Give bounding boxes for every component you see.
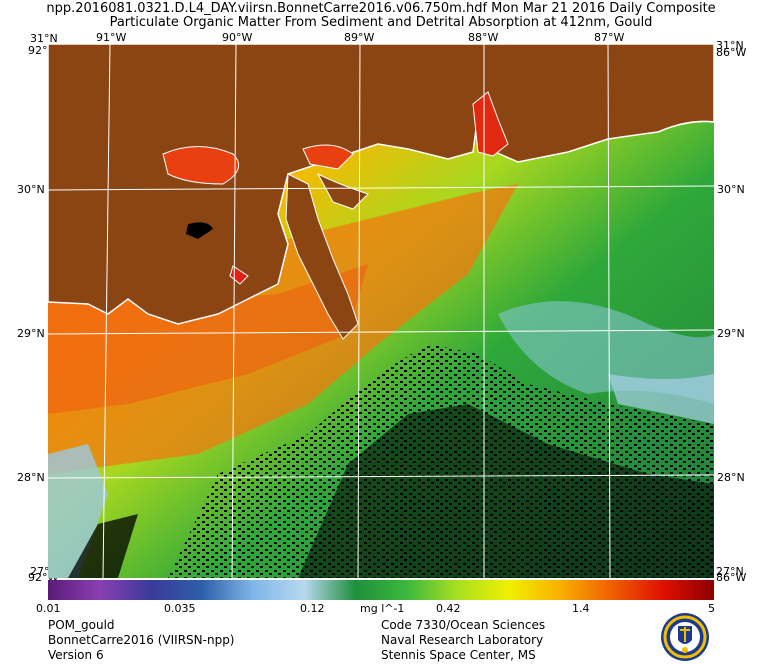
lat-label-right: 28°N: [717, 471, 745, 484]
lat-label-left: 28°N: [17, 471, 45, 484]
corner-top-right-lon: 86°W: [716, 46, 747, 59]
land-mass: [48, 44, 714, 325]
mobile-bay: [472, 91, 509, 157]
corner-top-right-lat: 31°N: [716, 39, 744, 52]
satellite-map: [48, 44, 714, 578]
colorbar-tick: 0.42: [436, 602, 461, 615]
corner-bottom-right-lat: 27°N: [716, 565, 744, 578]
nrl-seal-icon: [661, 613, 709, 661]
footer-right-line: Code 7330/Ocean Sciences: [381, 618, 546, 632]
lon-label: 89°W: [344, 31, 375, 44]
plume-core: [48, 264, 368, 414]
colorbar-tick: 0.01: [36, 602, 61, 615]
header-line-2: Particulate Organic Matter From Sediment…: [109, 15, 653, 30]
lake-borgne: [302, 144, 354, 170]
footer-left-line: Version 6: [48, 648, 104, 662]
colorbar-tick: 0.035: [164, 602, 196, 615]
colorbar-tick: 1.4: [572, 602, 590, 615]
footer-left-line: BonnetCarre2016 (VIIRSN-npp): [48, 633, 235, 647]
lon-label: 88°W: [468, 31, 499, 44]
lon-label: 87°W: [594, 31, 625, 44]
lon-label: 91°W: [96, 31, 127, 44]
colorbar-tick: 5: [708, 602, 715, 615]
colorbar: [48, 580, 714, 600]
colorbar-tick: 0.12: [300, 602, 325, 615]
inland-lake: [186, 222, 213, 239]
lat-label-right: 30°N: [717, 183, 745, 196]
footer-left-line: POM_gould: [48, 618, 115, 632]
clear-water-patch: [608, 374, 714, 424]
footer-right-line: Naval Research Laboratory: [381, 633, 544, 647]
footer-right-line: Stennis Space Center, MS: [381, 648, 536, 662]
header-line-1: npp.2016081.0321.D.L4_DAY.viirsn.BonnetC…: [46, 1, 716, 16]
clear-water-patch: [498, 301, 714, 404]
corner-top-left-lat: 31°N: [30, 32, 58, 45]
lon-label: 90°W: [222, 31, 253, 44]
lat-label-left: 29°N: [17, 327, 45, 340]
lake-pontchartrain: [162, 146, 240, 185]
lat-label-right: 29°N: [717, 327, 745, 340]
lat-label-left: 30°N: [17, 183, 45, 196]
corner-bottom-right-lon: 86°W: [716, 571, 747, 584]
graticule: [48, 44, 714, 578]
mississippi-delta: [285, 173, 359, 340]
colorbar-units: mg l^-1: [360, 602, 405, 615]
